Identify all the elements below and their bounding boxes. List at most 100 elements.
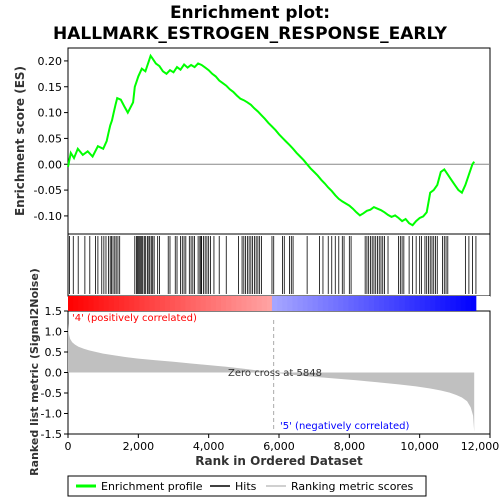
heat-bar-segment [124, 296, 130, 311]
heat-bar-segment [465, 296, 472, 311]
heat-bar-segment [424, 296, 431, 311]
x-tick-label: 2,000 [123, 440, 155, 453]
heat-bar-segment [98, 296, 105, 311]
metric-ytick-label: 0.0 [45, 367, 63, 380]
heat-bar-segment [353, 296, 360, 311]
heat-bar-segment [358, 296, 365, 311]
heat-bar-segment [78, 296, 84, 311]
heat-bar-segment [414, 296, 421, 311]
heat-bar-segment [292, 296, 298, 311]
heat-bar-segment [83, 296, 89, 311]
heat-bar-segment [93, 296, 99, 311]
zero-cross-label: Zero cross at 5848 [228, 368, 322, 379]
x-tick-label: 0 [65, 440, 72, 453]
heat-bar-segment [164, 296, 171, 311]
heat-bar-segment [231, 296, 237, 311]
heat-bar-segment [435, 296, 441, 311]
positive-correlation-label: '4' (positively correlated) [72, 313, 197, 324]
heat-bar-segment [287, 296, 293, 311]
negative-correlation-label: '5' (negatively correlated) [280, 421, 409, 432]
heat-bar-segment [149, 296, 156, 311]
heat-bar-segment [241, 296, 247, 311]
heat-bar-segment [307, 296, 314, 311]
x-axis-label: Rank in Ordered Dataset [195, 454, 363, 468]
heat-bar-segment [470, 296, 477, 311]
x-tick-label: 8,000 [334, 440, 366, 453]
es-ytick-label: 0.20 [38, 55, 63, 68]
heat-bar-segment [195, 296, 201, 311]
heat-bar-segment [455, 296, 462, 311]
heat-bar-segment [185, 296, 191, 311]
heat-bar-segment [343, 296, 349, 311]
es-ylabel: Enrichment score (ES) [13, 66, 27, 216]
x-tick-label: 10,000 [400, 440, 439, 453]
heat-bar-segment [68, 296, 74, 311]
heat-bar-segment [154, 296, 161, 311]
x-tick-label: 4,000 [193, 440, 225, 453]
es-panel-frame [67, 47, 491, 235]
heat-bar-segment [144, 296, 150, 311]
es-ytick-label: 0.15 [38, 81, 63, 94]
heat-bar-segment [328, 296, 334, 311]
heat-bar-segment [175, 296, 181, 311]
heat-bar-segment [246, 296, 252, 311]
x-tick-label: 12,000 [461, 440, 500, 453]
heat-bar-segment [363, 296, 370, 311]
metric-ytick-label: 0.5 [45, 346, 63, 359]
heat-bar-segment [215, 296, 222, 311]
heat-bar-segment [190, 296, 196, 311]
heat-bar-segment [200, 296, 207, 311]
heat-bar-segment [409, 296, 416, 311]
heat-bar-segment [430, 296, 436, 311]
heat-bar-segment [302, 296, 309, 311]
heat-bar-segment [129, 296, 135, 311]
heat-bar-segment [139, 296, 145, 311]
x-tick-label: 6,000 [263, 440, 295, 453]
ranking-metric-area [68, 323, 475, 432]
heat-bar-segment [322, 296, 329, 311]
heat-bar-segment [419, 296, 426, 311]
heat-bar-segment [271, 296, 278, 311]
x-axis: 0 2,000 4,000 6,000 8,000 10,000 12,000 [65, 434, 500, 453]
heat-bar-segment [266, 296, 273, 311]
metric-ytick-label: -1.0 [41, 408, 62, 421]
es-ytick-label: 0.00 [38, 158, 63, 171]
heat-bar-segment [118, 296, 125, 311]
legend-entry-label: Hits [235, 480, 257, 493]
heat-bar-segment [236, 296, 242, 311]
heat-bar-segment [450, 296, 456, 311]
heat-bar [68, 296, 477, 311]
legend-entry-label: Enrichment profile [101, 480, 203, 493]
heat-bar-segment [113, 296, 120, 311]
chart-title-line1: Enrichment plot: [170, 3, 330, 23]
heat-bar-segment [389, 296, 395, 311]
legend-entry-label: Ranking metric scores [291, 480, 413, 493]
hits-panel [69, 236, 477, 294]
heat-bar-segment [399, 296, 405, 311]
heat-bar-segment [379, 296, 385, 311]
es-ytick-label: -0.10 [34, 210, 62, 223]
heat-bar-segment [338, 296, 344, 311]
heat-bar-segment [73, 296, 79, 311]
heat-bar-segment [210, 296, 217, 311]
heat-bar-segment [88, 296, 94, 311]
heat-bar-segment [159, 296, 166, 311]
legend: Enrichment profile Hits Ranking metric sco… [76, 480, 413, 493]
chart-title-line2: HALLMARK_ESTROGEN_RESPONSE_EARLY [53, 24, 448, 44]
heat-bar-segment [317, 296, 324, 311]
heat-bar-segment [277, 296, 283, 311]
es-ytick-label: -0.05 [34, 184, 62, 197]
es-panel: 0.20 0.15 0.10 0.05 0.00 -0.05 -0.10 [34, 53, 490, 227]
heat-bar-segment [226, 296, 232, 311]
heat-bar-segment [282, 296, 288, 311]
metric-ytick-label: -0.5 [41, 387, 62, 400]
heat-bar-segment [251, 296, 258, 311]
es-ytick-label: 0.10 [38, 107, 63, 120]
metric-ytick-label: 1.5 [45, 305, 63, 318]
heat-bar-segment [169, 296, 176, 311]
heat-bar-segment [440, 296, 446, 311]
heat-bar-segment [180, 296, 186, 311]
heat-bar-segment [373, 296, 380, 311]
metric-ytick-label: -1.5 [41, 428, 62, 441]
